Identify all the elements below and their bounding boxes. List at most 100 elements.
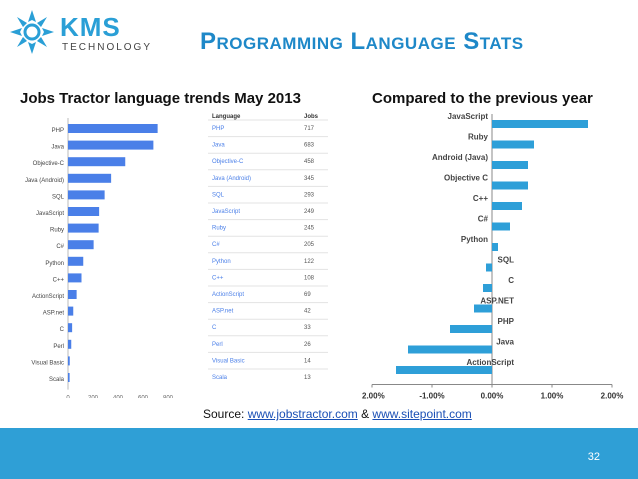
bar — [68, 240, 94, 250]
table-cell-language: C++ — [212, 275, 224, 281]
x-tick-label: 2.00% — [601, 392, 624, 401]
bar — [68, 157, 126, 167]
category-label: SQL — [498, 256, 515, 265]
bar — [492, 243, 498, 251]
category-label: Java (Android) — [25, 178, 64, 184]
category-label: Python — [461, 235, 488, 244]
category-label: Python — [45, 261, 64, 267]
table-cell-jobs: 205 — [304, 242, 315, 248]
category-label: ActionScript — [466, 358, 514, 367]
x-tick-label: 1.00% — [541, 392, 564, 401]
bar — [492, 181, 528, 190]
bar — [68, 256, 84, 266]
table-cell-language: ActionScript — [212, 292, 244, 298]
table-cell-language: C — [212, 325, 217, 331]
table-cell-language: ASP.net — [212, 309, 234, 315]
page-number: 32 — [587, 451, 600, 463]
bar — [492, 202, 522, 210]
table-cell-jobs: 245 — [304, 226, 315, 232]
table-cell-jobs: 249 — [304, 209, 315, 215]
bar — [68, 223, 99, 233]
category-label: ActionScript — [32, 294, 64, 300]
logo-mark-icon — [10, 10, 54, 54]
bar — [492, 161, 528, 169]
bar — [492, 222, 510, 231]
table-cell-jobs: 69 — [304, 292, 311, 298]
category-label: Ruby — [468, 133, 489, 142]
table-cell-language: Perl — [212, 342, 223, 348]
category-label: Visual Basic — [31, 360, 64, 366]
bar — [68, 339, 72, 349]
category-label: ASP.NET — [480, 297, 514, 306]
category-label: PHP — [498, 317, 515, 326]
table-header-jobs: Jobs — [304, 114, 319, 120]
bar — [68, 190, 105, 200]
category-label: JavaScript — [36, 211, 64, 217]
bar — [68, 124, 158, 133]
category-label: Scala — [49, 377, 65, 383]
table-cell-jobs: 293 — [304, 192, 315, 198]
table-cell-jobs: 42 — [304, 309, 311, 315]
category-label: PHP — [52, 128, 64, 134]
table-cell-language: Ruby — [212, 226, 226, 232]
table-cell-jobs: 122 — [304, 259, 315, 265]
category-label: Objective C — [444, 174, 488, 183]
right-chart-heading: Compared to the previous year — [372, 90, 593, 107]
bar — [68, 273, 82, 283]
slide-title: Programming Language Stats — [200, 28, 524, 55]
x-tick-label: 800 — [163, 396, 174, 398]
table-cell-language: Python — [212, 259, 231, 265]
category-label: Objective-C — [33, 161, 65, 167]
table-cell-jobs: 458 — [304, 159, 315, 165]
category-label: Perl — [53, 344, 64, 350]
table-cell-jobs: 33 — [304, 325, 311, 331]
table-cell-language: Java (Android) — [212, 176, 251, 182]
bar — [492, 140, 534, 149]
bar — [450, 325, 492, 333]
category-label: SQL — [52, 194, 65, 200]
table-cell-language: JavaScript — [212, 209, 240, 215]
category-label: C# — [56, 244, 64, 250]
table-cell-language: C# — [212, 242, 220, 248]
bar — [396, 366, 492, 374]
jobs-bar-chart: 0 200 400 600 800 PHP Java Objective-C Java (And… — [25, 114, 328, 398]
table-cell-language: Java — [212, 143, 225, 149]
table-cell-language: Objective-C — [212, 159, 244, 165]
category-label: ASP.net — [43, 311, 65, 317]
bar — [68, 207, 100, 216]
category-label: C — [60, 327, 65, 333]
category-label: C# — [478, 215, 489, 224]
category-label: Java — [496, 338, 514, 347]
bar — [68, 290, 77, 299]
footer-bar — [0, 428, 638, 479]
category-label: C++ — [473, 194, 488, 203]
source-separator: & — [357, 407, 373, 421]
bar — [68, 373, 70, 382]
source-link-sitepoint[interactable]: www.sitepoint.com — [372, 407, 472, 421]
bar — [492, 120, 588, 128]
bar — [68, 323, 73, 333]
change-bar-chart: -2.00% -1.00% 0.00% 1.00% 2.00% JavaScript Rub… — [362, 112, 624, 401]
bar — [68, 140, 154, 150]
bar — [474, 304, 492, 313]
bar — [486, 263, 492, 272]
category-label: Android (Java) — [432, 153, 488, 162]
logo-brand-text: KMS — [60, 12, 121, 42]
table-cell-jobs: 683 — [304, 143, 315, 149]
x-tick-label: 200 — [88, 396, 99, 398]
source-link-jobstractor[interactable]: www.jobstractor.com — [247, 407, 358, 421]
category-label: C++ — [53, 277, 65, 283]
bar — [68, 173, 112, 183]
source-line: Source: www.jobstractor.com & www.sitepo… — [203, 407, 472, 421]
category-label: Ruby — [50, 228, 64, 234]
x-tick-label: -1.00% — [419, 392, 444, 401]
x-tick-label: 0 — [66, 396, 70, 398]
category-label: JavaScript — [448, 112, 489, 121]
bar — [408, 345, 492, 354]
table-header-language: Language — [212, 114, 241, 120]
bar — [483, 284, 492, 292]
category-label: Java — [51, 145, 64, 151]
bar — [68, 306, 74, 316]
logo-tagline-text: TECHNOLOGY — [62, 42, 153, 53]
x-tick-label: 0.00% — [481, 392, 504, 401]
